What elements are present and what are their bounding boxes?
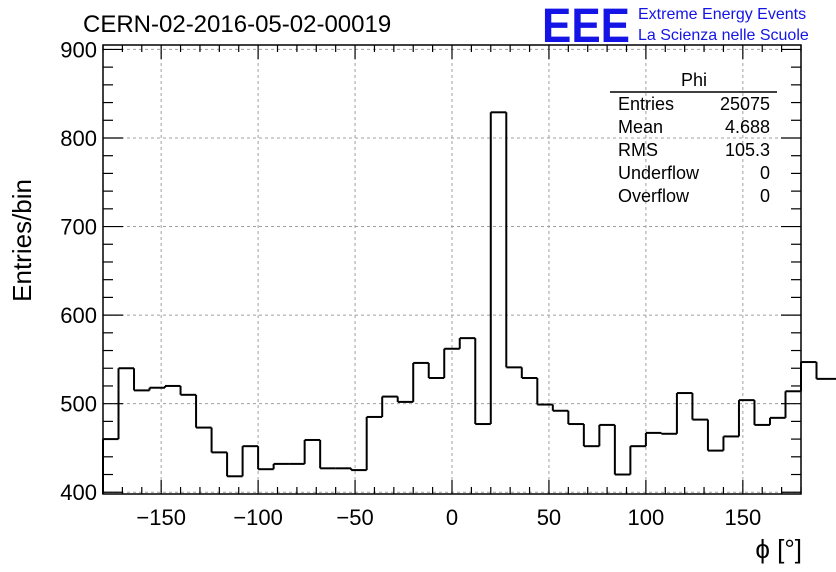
stats-row-label: RMS xyxy=(618,140,658,160)
eee-logo: EEE Extreme Energy Events La Scienza nel… xyxy=(542,0,809,53)
y-tick-label: 400 xyxy=(60,480,97,505)
logo-line-1: Extreme Energy Events xyxy=(638,6,806,23)
stats-title: Phi xyxy=(681,70,707,90)
y-tick-label: 800 xyxy=(60,126,97,151)
stats-row-value: 105.3 xyxy=(725,140,770,160)
logo-line-2: La Scienza nelle Scuole xyxy=(638,27,809,44)
y-tick-label: 500 xyxy=(60,392,97,417)
stats-row-value: 0 xyxy=(760,186,770,206)
x-tick-labels: −150 −100 −50 0 50 100 150 xyxy=(136,505,761,530)
y-tick-label: 600 xyxy=(60,303,97,328)
y-axis-title: Entries/bin xyxy=(7,179,37,302)
x-tick-label: −150 xyxy=(136,505,186,530)
stats-row-label: Mean xyxy=(618,117,663,137)
x-tick-label: −100 xyxy=(233,505,283,530)
y-tick-labels: 400 500 600 700 800 900 xyxy=(60,37,97,505)
stats-row-label: Underflow xyxy=(618,163,700,183)
x-tick-label: 0 xyxy=(446,505,458,530)
stats-row-value: 4.688 xyxy=(725,117,770,137)
run-title: CERN-02-2016-05-02-00019 xyxy=(83,11,391,38)
y-tick-label: 900 xyxy=(60,37,97,62)
x-tick-label: 50 xyxy=(537,505,561,530)
x-tick-label: 150 xyxy=(724,505,761,530)
stats-row-label: Entries xyxy=(618,94,674,114)
stats-row-label: Overflow xyxy=(618,186,690,206)
stats-rows: Entries 25075 Mean 4.688 RMS 105.3 Underflow 0 O… xyxy=(618,94,770,206)
x-tick-label: 100 xyxy=(628,505,665,530)
stats-box: Phi Entries 25075 Mean 4.688 RMS 105.3 Underfl… xyxy=(610,70,777,206)
x-tick-label: −50 xyxy=(336,505,373,530)
stats-row-value: 25075 xyxy=(720,94,770,114)
stats-row-value: 0 xyxy=(760,163,770,183)
y-tick-label: 700 xyxy=(60,215,97,240)
x-axis-title: ϕ [°] xyxy=(755,534,802,564)
logo-eee-text: EEE xyxy=(542,0,630,53)
axis-ticks xyxy=(102,45,802,494)
